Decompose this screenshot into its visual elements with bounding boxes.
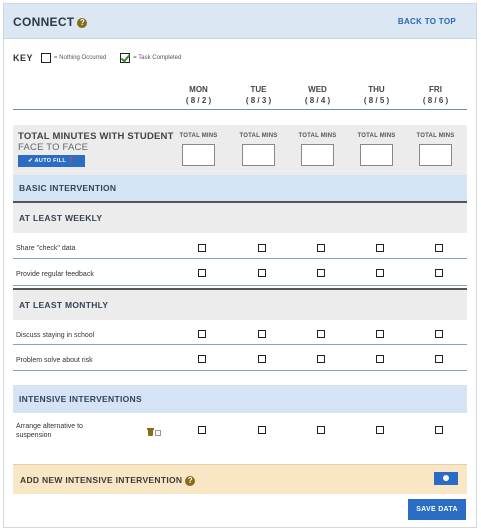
total-minutes-title: TOTAL MINUTES WITH STUDENT: [18, 131, 174, 142]
task-checkbox[interactable]: [198, 355, 206, 363]
task-checkbox[interactable]: [198, 269, 206, 277]
day-header-tue: TUE ( 8 / 3 ): [229, 84, 288, 106]
day-name: WED: [308, 85, 327, 94]
key-label: KEY: [13, 53, 34, 63]
add-intensive-intervention-label: ADD NEW INTENSIVE INTERVENTION?: [20, 475, 196, 486]
day-name: THU: [368, 85, 385, 94]
task-checkbox[interactable]: [376, 426, 384, 434]
task-checkbox[interactable]: [258, 426, 266, 434]
add-intervention-button[interactable]: [434, 472, 458, 485]
total-mins-input-mon[interactable]: [182, 144, 215, 166]
task-checkbox[interactable]: [198, 330, 206, 338]
day-header-thu: THU ( 8 / 5 ): [347, 84, 406, 106]
key-checked-text: = Task Completed: [133, 55, 182, 61]
task-checkbox[interactable]: [317, 355, 325, 363]
task-checkbox[interactable]: [258, 355, 266, 363]
task-checkbox[interactable]: [376, 330, 384, 338]
trash-icon[interactable]: [147, 428, 154, 436]
panel-title-text: CONNECT: [13, 15, 75, 29]
section-intensive-interventions: INTENSIVE INTERVENTIONS: [13, 385, 467, 413]
task-checkbox[interactable]: [435, 426, 443, 434]
header-divider: [13, 109, 467, 110]
day-name: TUE: [250, 85, 267, 94]
total-minutes-subtitle: FACE TO FACE: [18, 142, 89, 153]
add-intensive-intervention-bar: ADD NEW INTENSIVE INTERVENTION?: [13, 464, 467, 494]
auto-fill-button[interactable]: ✔ AUTO FILL ❓: [18, 155, 85, 167]
total-mins-label: TOTAL MINS: [416, 133, 455, 139]
total-mins-label: TOTAL MINS: [179, 133, 218, 139]
day-date: ( 8 / 3 ): [245, 96, 272, 105]
day-date: ( 8 / 2 ): [185, 96, 212, 105]
panel-title: CONNECT?: [13, 15, 88, 29]
total-mins-tue: TOTAL MINS: [229, 133, 288, 166]
task-label: Problem solve about risk: [16, 357, 93, 364]
section-basic-intervention: BASIC INTERVENTION: [13, 175, 467, 201]
total-mins-input-wed[interactable]: [301, 144, 334, 166]
section-at-least-monthly: AT LEAST MONTHLY: [13, 288, 467, 320]
add-label-text: ADD NEW INTENSIVE INTERVENTION: [20, 475, 183, 485]
total-mins-input-thu[interactable]: [360, 144, 393, 166]
task-checkbox[interactable]: [435, 355, 443, 363]
total-mins-label: TOTAL MINS: [239, 133, 278, 139]
select-box-icon[interactable]: [155, 430, 161, 436]
task-checkbox[interactable]: [317, 269, 325, 277]
task-row: Share "check" data: [13, 233, 467, 259]
task-checkbox[interactable]: [317, 426, 325, 434]
save-data-button[interactable]: SAVE DATA: [408, 499, 466, 520]
task-checkbox[interactable]: [376, 355, 384, 363]
task-checkbox[interactable]: [317, 244, 325, 252]
total-mins-label: TOTAL MINS: [298, 133, 337, 139]
total-mins-mon: TOTAL MINS: [169, 133, 228, 166]
task-checkbox[interactable]: [435, 330, 443, 338]
task-checkbox[interactable]: [435, 244, 443, 252]
task-row: Problem solve about risk: [13, 345, 467, 371]
task-checkbox[interactable]: [435, 269, 443, 277]
connect-panel: CONNECT? BACK TO TOP KEY = Nothing Occur…: [3, 3, 477, 528]
task-label: Discuss staying in school: [16, 332, 95, 339]
task-row: Arrange alternative to suspension: [13, 413, 467, 445]
day-date: ( 8 / 6 ): [422, 96, 449, 105]
day-header-wed: WED ( 8 / 4 ): [288, 84, 347, 106]
day-date: ( 8 / 4 ): [304, 96, 331, 105]
total-mins-label: TOTAL MINS: [357, 133, 396, 139]
empty-box-icon: [41, 53, 52, 63]
task-checkbox[interactable]: [258, 330, 266, 338]
total-mins-fri: TOTAL MINS: [406, 133, 465, 166]
task-checkbox[interactable]: [198, 244, 206, 252]
task-row: Provide regular feedback: [13, 259, 467, 286]
task-checkbox[interactable]: [198, 426, 206, 434]
task-label: Share "check" data: [16, 245, 76, 252]
total-mins-thu: TOTAL MINS: [347, 133, 406, 166]
key-legend: KEY = Nothing Occurred = Task Completed: [13, 51, 181, 65]
back-to-top-link[interactable]: BACK TO TOP: [397, 17, 456, 26]
help-icon[interactable]: ?: [77, 18, 88, 28]
help-icon: ❓: [67, 158, 75, 164]
auto-fill-label: ✔ AUTO FILL: [28, 158, 66, 164]
task-label: Arrange alternative to suspension: [16, 423, 83, 439]
task-checkbox[interactable]: [258, 244, 266, 252]
task-row: Discuss staying in school: [13, 320, 467, 345]
task-checkbox[interactable]: [317, 330, 325, 338]
day-date: ( 8 / 5 ): [363, 96, 390, 105]
task-checkbox[interactable]: [376, 269, 384, 277]
delete-intervention-control[interactable]: [147, 428, 161, 436]
day-header-fri: FRI ( 8 / 6 ): [406, 84, 465, 106]
task-checkbox[interactable]: [258, 269, 266, 277]
day-name: MON: [189, 85, 208, 94]
key-empty-text: = Nothing Occurred: [54, 55, 107, 61]
total-mins-wed: TOTAL MINS: [288, 133, 347, 166]
panel-header: CONNECT? BACK TO TOP: [4, 4, 476, 39]
task-label: Provide regular feedback: [16, 271, 94, 278]
section-at-least-weekly: AT LEAST WEEKLY: [13, 201, 467, 233]
day-header-mon: MON ( 8 / 2 ): [169, 84, 228, 106]
total-mins-input-tue[interactable]: [242, 144, 275, 166]
checked-box-icon: [120, 53, 131, 63]
task-checkbox[interactable]: [376, 244, 384, 252]
total-mins-input-fri[interactable]: [419, 144, 452, 166]
add-icon: [443, 475, 449, 481]
total-minutes-row: TOTAL MINUTES WITH STUDENT FACE TO FACE …: [13, 125, 467, 178]
help-icon[interactable]: ?: [185, 476, 196, 486]
day-name: FRI: [429, 85, 442, 94]
